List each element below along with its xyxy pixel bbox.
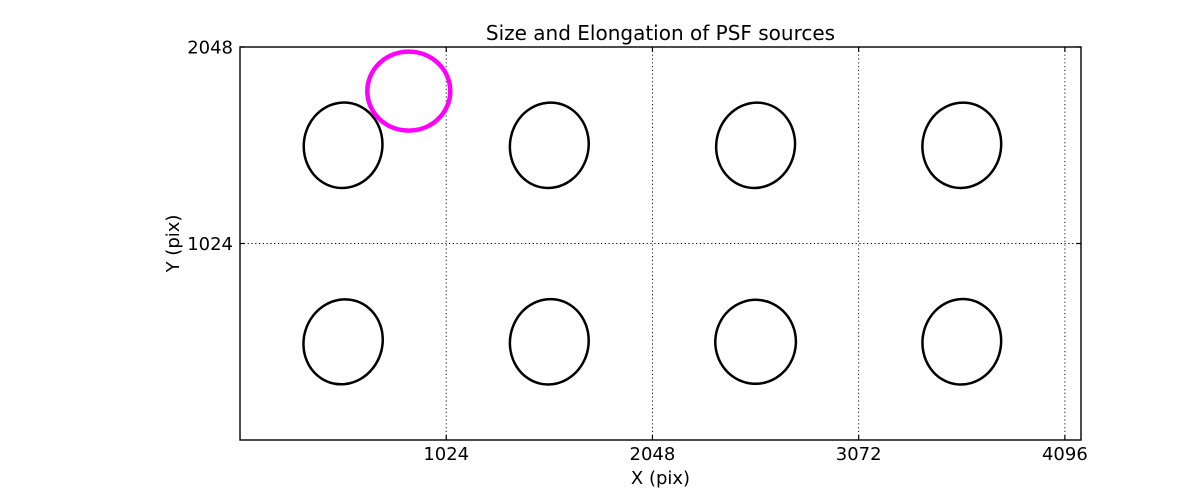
psf-source-ellipse [302, 298, 384, 386]
psf-ellipses [302, 49, 1003, 386]
gridlines [240, 47, 1081, 440]
psf-source-ellipse [302, 101, 384, 190]
highlight-source-circle [365, 49, 453, 133]
psf-source-ellipse [921, 297, 1003, 386]
x-tick-label: 2048 [630, 444, 676, 465]
y-tick-labels: 1024 2048 [187, 38, 233, 256]
x-tick-labels: 1024 2048 3072 4096 [423, 444, 1087, 465]
plot-title: Size and Elongation of PSF sources [486, 21, 835, 45]
x-tick-label: 3072 [836, 444, 882, 465]
plot-border [239, 46, 1082, 441]
x-tick-label: 1024 [423, 444, 469, 465]
psf-source-ellipse [714, 298, 798, 386]
x-axis-label: X (pix) [631, 468, 690, 489]
psf-source-ellipse [508, 297, 590, 386]
x-tick-label: 4096 [1042, 444, 1088, 465]
y-tick-label: 1024 [187, 234, 233, 255]
psf-source-ellipse [714, 101, 797, 190]
psf-source-ellipse [921, 101, 1003, 190]
psf-source-ellipse [508, 101, 590, 190]
y-axis-label: Y (pix) [163, 215, 184, 274]
y-tick-label: 2048 [187, 38, 233, 59]
